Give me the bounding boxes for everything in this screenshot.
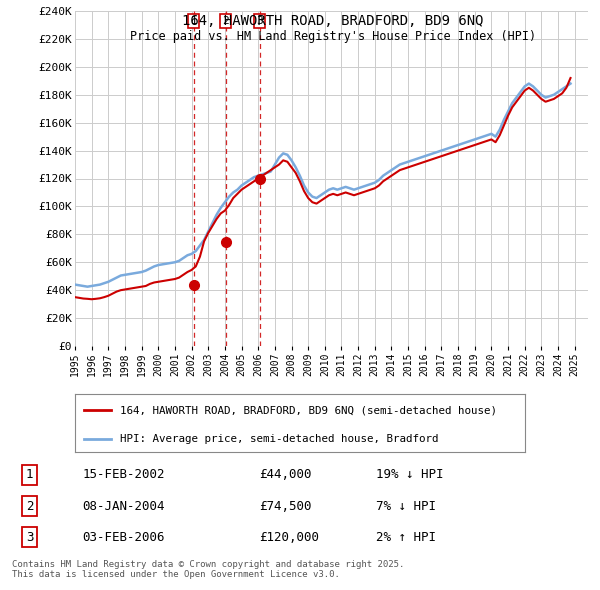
Text: 164, HAWORTH ROAD, BRADFORD, BD9 6NQ (semi-detached house): 164, HAWORTH ROAD, BRADFORD, BD9 6NQ (se… (120, 405, 497, 415)
Text: 08-JAN-2004: 08-JAN-2004 (82, 500, 165, 513)
Text: 15-FEB-2002: 15-FEB-2002 (82, 468, 165, 481)
Text: 2% ↑ HPI: 2% ↑ HPI (376, 531, 436, 544)
Text: £120,000: £120,000 (259, 531, 319, 544)
Text: 03-FEB-2006: 03-FEB-2006 (82, 531, 165, 544)
Text: 3: 3 (256, 16, 263, 26)
Text: 1: 1 (190, 16, 197, 26)
Text: £74,500: £74,500 (259, 500, 311, 513)
Text: Price paid vs. HM Land Registry's House Price Index (HPI): Price paid vs. HM Land Registry's House … (130, 30, 536, 43)
Text: 164, HAWORTH ROAD, BRADFORD, BD9 6NQ: 164, HAWORTH ROAD, BRADFORD, BD9 6NQ (182, 14, 484, 28)
Text: 19% ↓ HPI: 19% ↓ HPI (376, 468, 444, 481)
Text: 7% ↓ HPI: 7% ↓ HPI (376, 500, 436, 513)
Text: £44,000: £44,000 (259, 468, 311, 481)
Text: 3: 3 (26, 531, 33, 544)
Text: 2: 2 (26, 500, 33, 513)
Text: 2: 2 (222, 16, 229, 26)
Text: 1: 1 (26, 468, 33, 481)
Text: HPI: Average price, semi-detached house, Bradford: HPI: Average price, semi-detached house,… (120, 434, 439, 444)
Text: Contains HM Land Registry data © Crown copyright and database right 2025.
This d: Contains HM Land Registry data © Crown c… (12, 560, 404, 579)
